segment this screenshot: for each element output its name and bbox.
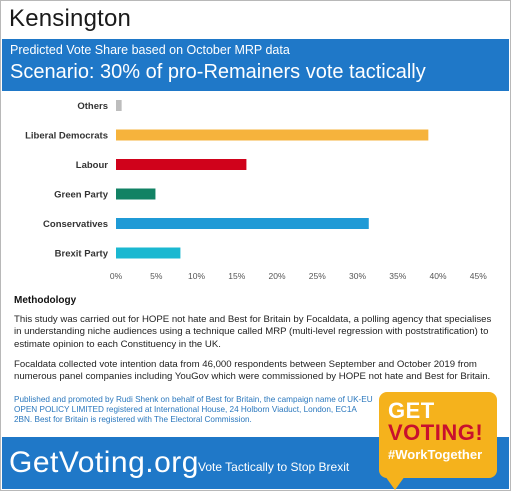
bar-liberal-democrats: [116, 129, 429, 141]
get-voting-badge: GET VOTING! #WorkTogether: [379, 392, 497, 490]
x-tick-label: 40%: [429, 271, 446, 281]
methodology-heading: Methodology: [14, 295, 77, 306]
badge-line-2: VOTING!: [388, 420, 484, 445]
category-label-brexit-party: Brexit Party: [55, 249, 109, 260]
badge-line-1: GET: [388, 398, 435, 423]
bar-brexit-party: [116, 247, 181, 259]
x-tick-label: 25%: [309, 271, 326, 281]
bar-others: [116, 100, 122, 111]
methodology-paragraph-1: This study was carried out for HOPE not …: [14, 314, 492, 350]
x-tick-label: 10%: [188, 271, 205, 281]
site-name[interactable]: GetVoting.org: [9, 446, 199, 479]
x-tick-label: 35%: [389, 271, 406, 281]
x-tick-label: 20%: [268, 271, 285, 281]
scenario-title: Scenario: 30% of pro-Remainers vote tact…: [10, 61, 426, 83]
badge-speech-tail: [385, 476, 405, 490]
x-tick-label: 45%: [470, 271, 487, 281]
header-banner: Predicted Vote Share based on October MR…: [2, 39, 509, 91]
category-label-liberal-democrats: Liberal Democrats: [25, 131, 108, 142]
category-label-others: Others: [77, 101, 108, 112]
bars-group: [116, 100, 429, 259]
constituency-title: Kensington: [9, 5, 132, 32]
x-tick-label: 30%: [349, 271, 366, 281]
vote-share-chart: Others Liberal Democrats Labour Green Party…: [25, 100, 487, 281]
x-axis-ticks: 0% 5% 10% 15% 20% 25% 30% 35% 40% 45%: [110, 271, 487, 281]
x-tick-label: 0%: [110, 271, 123, 281]
x-tick-label: 5%: [150, 271, 163, 281]
bar-conservatives: [116, 218, 369, 229]
footer-tagline: Vote Tactically to Stop Brexit: [198, 460, 350, 474]
banner-subtitle: Predicted Vote Share based on October MR…: [10, 43, 290, 57]
category-label-green-party: Green Party: [54, 190, 109, 201]
category-label-labour: Labour: [76, 160, 108, 171]
bar-labour: [116, 159, 247, 170]
category-labels: Others Liberal Democrats Labour Green Party…: [25, 101, 109, 260]
category-label-conservatives: Conservatives: [43, 219, 108, 230]
bar-green-party: [116, 188, 156, 200]
imprint-text: Published and promoted by Rudi Shenk on …: [14, 395, 373, 425]
badge-hashtag: #WorkTogether: [388, 447, 483, 462]
x-tick-label: 15%: [228, 271, 245, 281]
methodology-paragraph-2: Focaldata collected vote intention data …: [14, 359, 491, 383]
